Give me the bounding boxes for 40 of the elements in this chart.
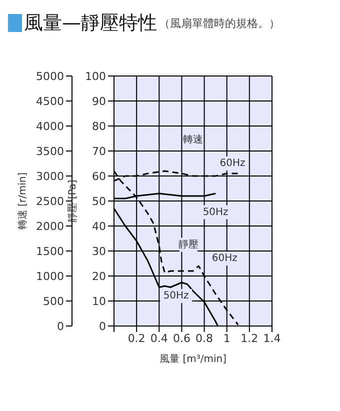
y-tick-label: 50 — [92, 194, 106, 208]
y-tick-label: 60 — [92, 170, 106, 183]
y-tick-label: 20 — [92, 270, 106, 283]
x-tick-label: 1.2 — [240, 332, 258, 345]
chart-title: 風量—靜壓特性 — [24, 11, 157, 36]
y2-tick-label: 2500 — [36, 194, 64, 208]
y-tick-label: 40 — [92, 220, 106, 233]
x-tick-label: 1 — [223, 332, 230, 345]
y2-tick-label: 4500 — [36, 94, 64, 108]
y2-axis-title: 轉速 [r/min] — [16, 172, 29, 230]
x-tick-label: 0.6 — [172, 332, 190, 345]
y-tick-label: 10 — [92, 294, 106, 308]
x-tick-label: 0.8 — [196, 332, 214, 345]
y2-tick-label: 1000 — [36, 270, 64, 283]
annotation: 50Hz — [163, 290, 189, 302]
y-axis-title: 靜壓 [Pa] — [66, 180, 79, 222]
y-tick-label: 30 — [92, 244, 106, 258]
y-tick-label: 0 — [99, 320, 106, 333]
y-tick-label: 90 — [92, 94, 106, 108]
x-tick-label: 1.4 — [263, 332, 281, 345]
y2-tick-label: 2000 — [36, 220, 64, 233]
y2-tick-label: 5000 — [36, 70, 64, 83]
y-tick-label: 80 — [92, 120, 106, 133]
annotation: 60Hz — [220, 158, 246, 169]
y2-tick-label: 500 — [43, 294, 64, 308]
y2-tick-label: 3500 — [36, 144, 64, 158]
y2-tick-label: 1500 — [36, 244, 64, 258]
y2-tick-label: 3000 — [36, 170, 64, 183]
y2-tick-label: 0 — [57, 320, 64, 333]
x-axis-title: 風量 [m³/min] — [160, 354, 227, 365]
x-tick-label: 0.2 — [128, 332, 146, 345]
annotation: 靜壓 — [178, 238, 198, 250]
annotation: 50Hz — [202, 206, 228, 218]
chart-subtitle: （風扇單體時的規格。） — [159, 16, 280, 30]
x-tick-label: 0.4 — [150, 332, 168, 345]
y-tick-label: 100 — [85, 70, 106, 83]
annotation: 60Hz — [212, 253, 238, 264]
y2-tick-label: 4000 — [36, 120, 64, 133]
annotation: 轉速 — [183, 133, 203, 146]
y-tick-label: 70 — [92, 144, 106, 158]
